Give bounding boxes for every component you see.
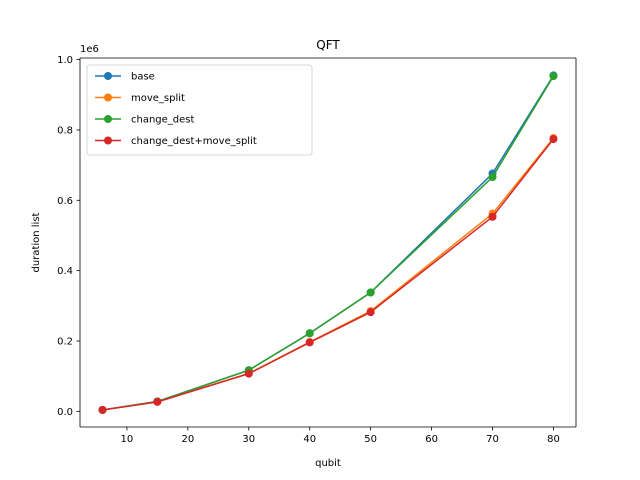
ticks-layer: 10 20 30 40 50 60 70 80 0.0 0.2 0.4 0.6 0.8 1.0 — [57, 55, 560, 445]
x-tick-label: 70 — [486, 434, 499, 445]
series-change-dest-move-split — [98, 135, 558, 414]
chart-title: QFT — [316, 38, 340, 52]
data-point — [366, 288, 375, 297]
x-tick-label: 50 — [364, 434, 377, 445]
x-tick-label: 20 — [181, 434, 194, 445]
legend-label: move_split — [131, 93, 185, 104]
data-point — [153, 397, 162, 406]
data-point — [244, 369, 253, 378]
y-tick-label: 0.2 — [57, 336, 73, 347]
y-axis-label: duration list — [31, 212, 42, 272]
legend-label: base — [131, 72, 155, 83]
series-layer — [98, 71, 558, 414]
y-tick-label: 1.0 — [57, 55, 73, 66]
y-tick-label: 0.0 — [57, 407, 73, 418]
data-point — [549, 72, 558, 81]
legend: base move_split change_dest change_dest+mov… — [86, 64, 313, 156]
x-tick-label: 10 — [121, 434, 134, 445]
y-axis-offset-label: 1e6 — [80, 44, 99, 55]
data-point — [98, 405, 107, 414]
legend-marker — [104, 93, 112, 102]
data-point — [549, 135, 558, 144]
x-tick-label: 40 — [303, 434, 316, 445]
data-point — [488, 212, 497, 221]
data-point — [305, 338, 314, 347]
x-tick-label: 60 — [425, 434, 438, 445]
legend-marker — [104, 136, 112, 145]
y-tick-label: 0.8 — [57, 125, 73, 136]
axes-layer — [79, 57, 577, 428]
y-tick-label: 0.4 — [57, 266, 73, 277]
data-point — [305, 329, 314, 338]
x-tick-label: 80 — [547, 434, 560, 445]
legend-frame — [86, 64, 313, 156]
data-point — [488, 173, 497, 182]
data-point — [366, 308, 375, 317]
x-axis-label: qubit — [315, 458, 341, 469]
legend-label: change_dest+move_split — [131, 136, 257, 147]
x-tick-label: 30 — [242, 434, 255, 445]
legend-marker — [104, 115, 112, 123]
y-tick-label: 0.6 — [57, 196, 73, 207]
legend-marker — [104, 72, 112, 80]
legend-label: change_dest — [131, 115, 195, 126]
